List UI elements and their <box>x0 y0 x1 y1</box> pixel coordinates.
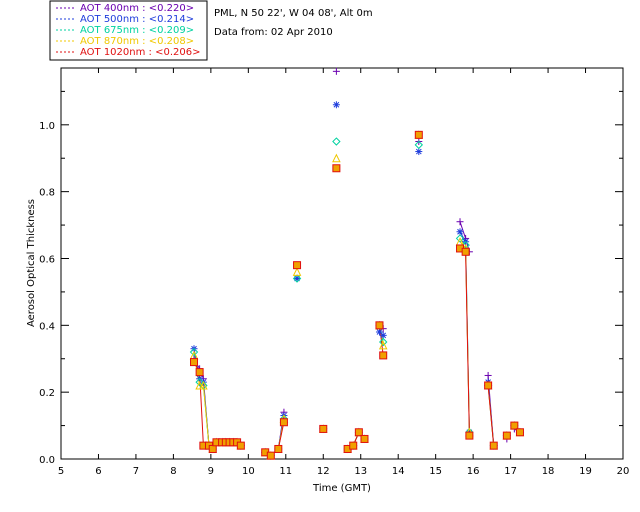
data-point-square <box>274 444 283 453</box>
series-lines <box>193 221 521 457</box>
data-point-asterisk <box>456 228 464 236</box>
y-tick-label: 0.8 <box>39 188 55 199</box>
data-point-square <box>379 351 388 360</box>
ast-d2 <box>380 332 387 339</box>
x-tick-label: 18 <box>542 466 555 477</box>
data-point-square <box>293 261 302 270</box>
data-point-square <box>190 358 199 367</box>
data-point-square <box>195 368 204 377</box>
x-tick-label: 20 <box>617 466 630 477</box>
data-point-triangle <box>332 153 341 163</box>
x-tick-label: 15 <box>429 466 442 477</box>
x-tick-label: 16 <box>467 466 480 477</box>
data-point-square <box>489 441 498 450</box>
x-tick-label: 12 <box>317 466 330 477</box>
data-point-triangle <box>199 380 208 390</box>
site-location: PML, N 50 22', W 04 08', Alt 0m <box>214 8 373 19</box>
data-point-square <box>354 428 363 437</box>
legend-box <box>49 0 208 61</box>
data-point-square <box>349 441 358 450</box>
x-tick-label: 8 <box>170 466 176 477</box>
x-tick-label: 14 <box>392 466 405 477</box>
x-tick-label: 11 <box>279 466 292 477</box>
x-tick-label: 7 <box>133 466 139 477</box>
series-markers <box>189 67 525 460</box>
data-point-square <box>360 434 369 443</box>
data-point-square <box>332 164 341 173</box>
data-point-diamond <box>332 137 341 146</box>
data-point-square <box>414 130 423 139</box>
data-point-asterisk <box>293 275 301 283</box>
data-point-plus <box>332 67 340 75</box>
series-line <box>459 238 470 433</box>
data-point-square <box>461 247 470 256</box>
x-tick-label: 10 <box>242 466 255 477</box>
x-axis-title: Time (GMT) <box>312 483 371 494</box>
legend-entry: AOT 870nm : <0.208> <box>80 36 194 47</box>
x-tick-label: 5 <box>58 466 64 477</box>
data-point-square <box>375 321 384 330</box>
legend-entry: AOT 675nm : <0.209> <box>80 25 194 36</box>
data-point-diamond <box>414 140 424 150</box>
y-tick-label: 1.0 <box>39 121 55 132</box>
data-point-plus <box>456 218 464 226</box>
plot-frame <box>60 67 624 460</box>
data-point-square <box>515 428 524 437</box>
series-line <box>487 385 495 446</box>
data-point-asterisk <box>415 148 423 156</box>
site-info: PML, N 50 22', W 04 08', Alt 0m Data fro… <box>214 8 373 38</box>
ast-d2 <box>415 148 422 155</box>
y-tick-label: 0.2 <box>39 388 55 399</box>
series-line <box>459 231 470 433</box>
data-point-square <box>319 424 328 433</box>
data-point-square <box>502 431 511 440</box>
data-point-square <box>279 418 288 427</box>
data-point-asterisk <box>375 328 383 336</box>
data-point-square <box>208 444 217 453</box>
data-point-triangle <box>292 267 302 276</box>
data-point-diamond <box>455 234 465 243</box>
x-tick-label: 6 <box>95 466 101 477</box>
legend-entry: AOT 1020nm : <0.206> <box>80 47 200 58</box>
ast-d2 <box>333 101 340 108</box>
x-tick-label: 13 <box>354 466 367 477</box>
data-point-square <box>266 451 275 460</box>
ast-d2 <box>457 228 463 235</box>
data-point-square <box>510 421 519 430</box>
data-point-square <box>236 441 245 450</box>
axes: 5 6 7 8 9 10 11 12 13 14 15 16 17 18 19 20 0.0 0.2 0.4 0.6 0… <box>39 68 629 477</box>
data-point-square <box>465 431 474 440</box>
x-tick-label: 19 <box>579 466 592 477</box>
data-point-asterisk <box>332 101 340 109</box>
legend: AOT 400nm : <0.220>AOT 500nm : <0.214>AO… <box>49 0 208 61</box>
data-point-square <box>484 381 493 390</box>
data-point-asterisk <box>379 331 387 339</box>
ast-d2 <box>376 329 383 335</box>
x-tick-label: 9 <box>208 466 214 477</box>
data-point-triangle <box>378 340 388 350</box>
y-tick-label: 0.4 <box>39 321 55 332</box>
y-tick-label: 0.0 <box>39 455 55 466</box>
data-point-diamond <box>189 347 199 357</box>
data-point-diamond <box>292 274 302 283</box>
y-tick-label: 0.6 <box>39 254 55 265</box>
date-label: Data from: 02 Apr 2010 <box>214 27 333 38</box>
legend-entry: AOT 400nm : <0.220> <box>80 3 194 14</box>
data-point-plus <box>484 371 492 379</box>
data-point-diamond <box>379 337 388 347</box>
y-axis-title: Aerosol Optical Thickness <box>26 199 37 327</box>
x-tick-label: 17 <box>504 466 517 477</box>
legend-entry: AOT 500nm : <0.214> <box>80 14 194 25</box>
